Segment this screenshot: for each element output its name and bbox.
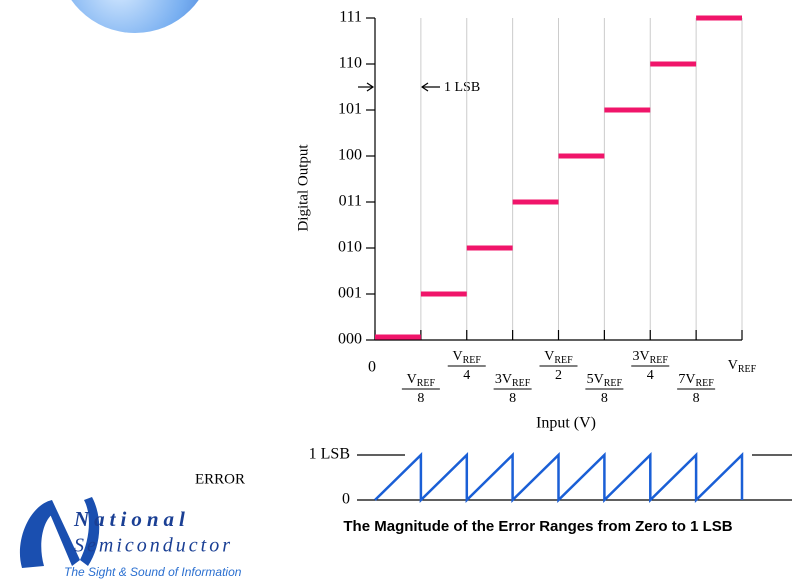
x-tick-label-sub: REF <box>554 355 573 366</box>
annotation: 1 LSB <box>444 80 480 95</box>
x-tick-label-sub: REF <box>463 355 482 366</box>
y-tick-label: 001 <box>338 285 362 302</box>
x-tick-label: 3VREF <box>633 349 669 366</box>
step-segment <box>466 245 513 251</box>
x-tick-label-sub: REF <box>604 378 623 389</box>
x-tick-label-den: 4 <box>463 368 470 383</box>
logo-mark <box>19 497 100 568</box>
x-tick-label-num: V <box>728 358 738 373</box>
error-label: ERROR <box>195 471 245 487</box>
y-tick-label: 100 <box>338 147 362 164</box>
x-tick-label-num: 7V <box>678 372 695 387</box>
y-tick-label: 101 <box>338 101 362 118</box>
x-tick-label-den: 2 <box>555 368 562 383</box>
y-tick-label: 000 <box>338 331 362 348</box>
x-tick-label-num: 5V <box>587 372 604 387</box>
logo-tagline: The Sight & Sound of Information <box>64 565 242 579</box>
x-tick-label-sub: REF <box>738 364 757 375</box>
x-tick-label-den: 4 <box>647 368 654 383</box>
x-tick-label-num: 3V <box>495 372 512 387</box>
step-segment <box>650 61 697 67</box>
x-tick-label-den: 8 <box>601 391 608 406</box>
x-tick-label: VREF <box>544 349 573 366</box>
x-tick-label: 5VREF <box>587 372 623 389</box>
x-tick-label-num: 3V <box>633 349 650 364</box>
x-tick-label-sub: REF <box>696 378 715 389</box>
logo-line1: National <box>73 507 190 531</box>
x-tick-label-den: 8 <box>693 391 700 406</box>
step-segment <box>558 153 605 159</box>
x-tick-label-num: V <box>453 349 463 364</box>
x-tick-label: VREF <box>728 358 757 375</box>
y-tick-label: 0 <box>342 491 350 508</box>
x-tick-label: 3VREF <box>495 372 531 389</box>
error-line <box>374 452 744 503</box>
x-tick-label-sub: REF <box>512 378 531 389</box>
y-axis-label: Digital Output <box>295 144 311 232</box>
x-tick-label-sub: REF <box>650 355 669 366</box>
step-segment <box>420 291 467 297</box>
y-tick-label: 011 <box>339 193 362 210</box>
x-tick-label-sub: REF <box>417 378 436 389</box>
x-tick-label-den: 8 <box>509 391 516 406</box>
caption: The Magnitude of the Error Ranges from Z… <box>343 518 732 535</box>
y-tick-label: 010 <box>338 239 362 256</box>
x-tick-label: VREF <box>453 349 482 366</box>
y-tick-label: 1 LSB <box>309 446 350 463</box>
logo: National Semiconductor The Sight & Sound… <box>19 497 242 579</box>
lsb-arrows <box>358 82 440 92</box>
step-segment <box>604 107 651 113</box>
step-segment <box>512 199 559 205</box>
step-segment <box>696 15 742 21</box>
y-tick-label: 111 <box>339 9 362 26</box>
x-tick-label-num: V <box>407 372 417 387</box>
step-segment <box>375 334 421 340</box>
x-tick-label-num: V <box>544 349 554 364</box>
logo-line2: Semiconductor <box>74 535 233 557</box>
y-tick-label: 110 <box>339 55 362 72</box>
x-tick-label: 0 <box>368 359 376 376</box>
x-tick-label: 7VREF <box>678 372 714 389</box>
x-tick-label: VREF <box>407 372 436 389</box>
globe-decoration <box>71 0 199 33</box>
x-axis-label: Input (V) <box>536 415 596 432</box>
x-tick-label-den: 8 <box>417 391 424 406</box>
